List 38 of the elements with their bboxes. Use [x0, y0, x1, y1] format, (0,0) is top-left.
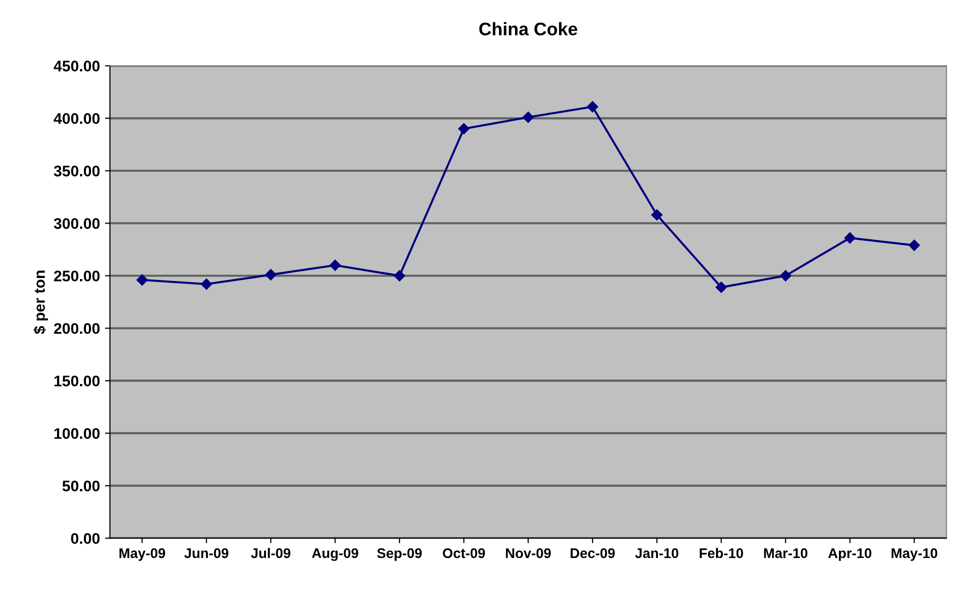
point	[651, 209, 662, 220]
x-tick-label: Sep-09	[377, 548, 422, 561]
point	[780, 270, 792, 282]
x-tick-label: May-10	[892, 548, 938, 561]
point	[394, 270, 406, 282]
y-axis-title: $ per ton	[33, 270, 48, 334]
point	[265, 269, 276, 280]
point	[522, 112, 534, 123]
chart-title: China Coke	[479, 22, 578, 36]
x-tick-label: Mar-10	[764, 548, 808, 558]
x-tick-label: Oct-09	[442, 548, 485, 558]
point	[136, 274, 148, 286]
y-tick-label: 150.00	[54, 376, 100, 386]
y-tick-label: 300.00	[54, 218, 100, 229]
x-tick-label: Jan-10	[635, 548, 678, 558]
point	[200, 278, 212, 290]
x-tick-label: Nov-09	[506, 548, 551, 558]
x-tick-label: May-09	[120, 548, 166, 561]
x-tick-label: Jul-09	[250, 548, 290, 558]
point	[908, 240, 920, 251]
point	[844, 232, 856, 244]
x-tick-label: Jun-09	[184, 548, 228, 558]
x-tick-label: Dec-09	[570, 548, 615, 558]
point	[586, 101, 598, 112]
y-tick-label: 200.00	[54, 323, 100, 334]
y-tick-label: 250.00	[54, 270, 100, 282]
y-tick-label: 450.00	[54, 60, 100, 72]
x-tick-label: Aug-09	[312, 548, 358, 561]
x-tick-label: Feb-10	[700, 548, 744, 558]
point	[716, 282, 727, 293]
y-tick-label: 350.00	[54, 166, 100, 176]
y-tick-label: 50.00	[62, 480, 100, 492]
y-tick-label: 400.00	[54, 113, 100, 124]
y-tick-label: 100.00	[54, 428, 100, 439]
point	[458, 123, 470, 134]
y-tick-label: 0.00	[71, 533, 100, 544]
point	[330, 260, 341, 271]
x-tick-label: Apr-10	[828, 548, 872, 561]
